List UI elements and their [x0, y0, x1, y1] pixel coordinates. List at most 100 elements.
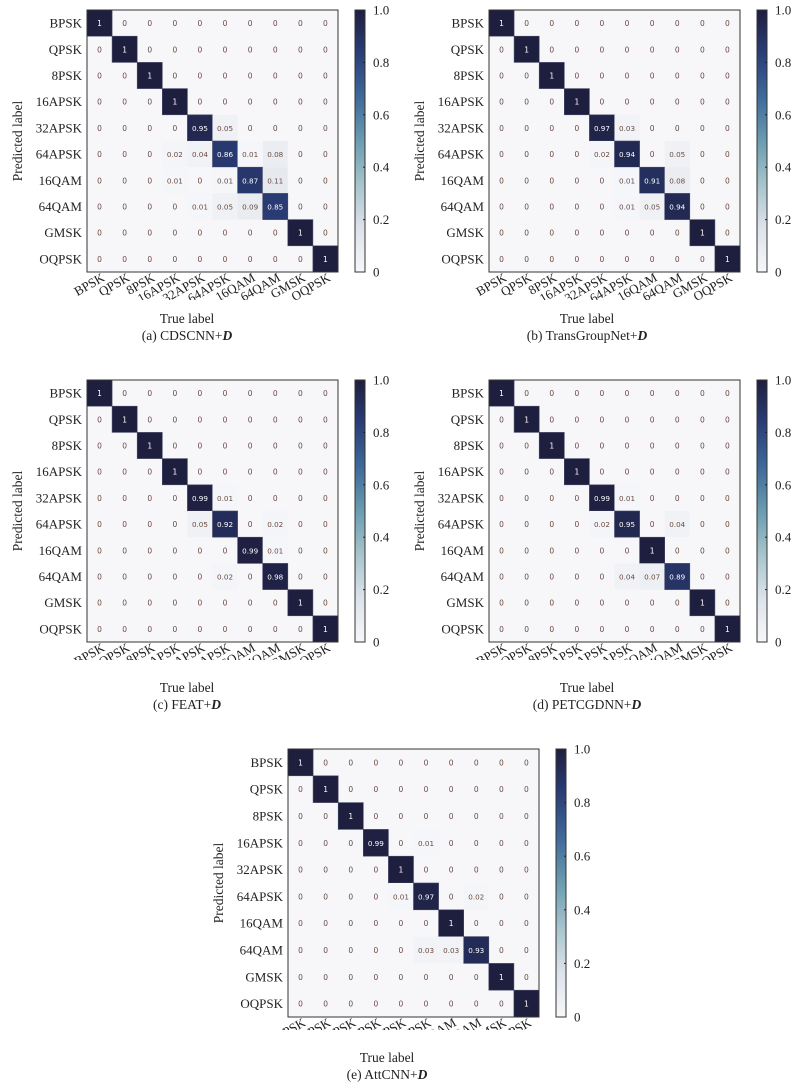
cell-value: 0	[223, 442, 228, 451]
cell-value: 0	[97, 468, 102, 477]
cell-value: 0	[323, 19, 328, 28]
cell-value: 0	[549, 176, 554, 185]
cell-value: 0	[147, 176, 152, 185]
confusion-matrix-e: 1 0 0 0 0 0 0 0 0 0 0 1 0 0 0 0 0 0 0 0 0 0 1 0 0 0 0 0 0 0 0 0 0 0.99 0 0.…	[211, 742, 591, 1031]
cell-value: 0	[373, 758, 378, 767]
cell-value: 0	[675, 124, 680, 133]
cell-QPSK-QPSK	[513, 35, 540, 63]
y-tick-label: 16QAM	[240, 916, 284, 931]
cell-value: 0.05	[669, 150, 685, 159]
y-tick-label: GMSK	[44, 595, 82, 610]
matrix-frame	[86, 379, 339, 643]
cell-value: 0	[323, 203, 328, 212]
cell-value: 0	[549, 124, 554, 133]
y-axis-title: Predicted label	[211, 842, 226, 923]
cell-value: 0	[700, 19, 705, 28]
cell-value: 0	[97, 442, 102, 451]
cell-value: 0	[499, 599, 504, 608]
caption-d-emph: D	[631, 697, 642, 712]
cell-value: 0	[298, 203, 303, 212]
cell-value: 1	[172, 98, 177, 107]
cell-value: 0	[549, 625, 554, 634]
cell-value: 0	[248, 45, 253, 54]
cell-value: 0	[625, 546, 630, 555]
cell-value: 0	[122, 72, 127, 81]
cell-value: 0	[549, 546, 554, 555]
cell-value: 0	[524, 98, 529, 107]
matrix-frame	[86, 9, 339, 273]
cell-value: 0	[198, 98, 203, 107]
cell-value: 0	[549, 520, 554, 529]
cell-value: 0	[172, 599, 177, 608]
cell-value: 0	[650, 229, 655, 238]
cell-value: 0	[323, 72, 328, 81]
cell-value: 0	[650, 520, 655, 529]
cell-value: 0	[248, 468, 253, 477]
cell-value: 0	[600, 389, 605, 398]
cell-value: 0	[399, 946, 404, 955]
cell-value: 0	[198, 229, 203, 238]
cell-value: 0	[223, 98, 228, 107]
cell-value: 0	[298, 124, 303, 133]
cell-value: 0	[348, 866, 353, 875]
cell-value: 0	[725, 176, 730, 185]
cell-value: 0	[524, 758, 529, 767]
cell-value: 0	[600, 98, 605, 107]
cell-value: 0	[549, 573, 554, 582]
cell-value: 0	[122, 442, 127, 451]
y-tick-label: 16APSK	[438, 464, 485, 479]
cell-value: 0	[273, 599, 278, 608]
cell-value: 0.89	[669, 573, 685, 582]
cell-value: 0	[273, 229, 278, 238]
cell-value: 0	[449, 812, 454, 821]
cell-value: 0.92	[217, 520, 233, 529]
cell-value: 0.04	[669, 520, 685, 529]
colorbar-tick-label: 0.6	[373, 107, 390, 122]
cell-value: 0	[223, 468, 228, 477]
cell-value: 0	[700, 468, 705, 477]
cell-value: 0	[298, 919, 303, 928]
cell-value: 0	[122, 389, 127, 398]
cell-value: 0	[97, 124, 102, 133]
cell-32APSK-64APSK	[212, 114, 238, 141]
cell-value: 0	[273, 45, 278, 54]
cell-value: 0	[122, 625, 127, 634]
cell-value: 0	[499, 494, 504, 503]
cell-value: 0	[122, 494, 127, 503]
cell-value: 0	[524, 946, 529, 955]
cell-value: 0	[223, 389, 228, 398]
cell-value: 0	[248, 415, 253, 424]
cell-value: 1	[97, 19, 102, 28]
cell-value: 0	[298, 176, 303, 185]
cell-value: 0	[650, 494, 655, 503]
cell-value: 0	[625, 72, 630, 81]
cell-value: 0	[323, 866, 328, 875]
cell-value: 0.94	[619, 150, 635, 159]
cell-value: 0	[449, 866, 454, 875]
cell-value: 0	[700, 520, 705, 529]
cell-value: 0	[122, 573, 127, 582]
cell-value: 0	[700, 389, 705, 398]
cell-value: 1	[524, 415, 529, 424]
cell-value: 0	[298, 573, 303, 582]
cell-value: 0	[198, 255, 203, 264]
cell-value: 0.08	[267, 150, 283, 159]
colorbar-tick-label: 0.2	[574, 956, 590, 971]
cell-value: 0	[499, 758, 504, 767]
cell-16QAM-64APSK	[614, 167, 640, 194]
cell-BPSK-BPSK	[86, 9, 113, 37]
caption-e: (e) AttCNN+D	[187, 1067, 587, 1083]
cell-value: 0.05	[192, 520, 208, 529]
cell-value: 0	[549, 494, 554, 503]
cell-value: 0	[499, 255, 504, 264]
cell-value: 0	[675, 494, 680, 503]
y-tick-label: 64APSK	[438, 147, 485, 162]
cell-value: 0	[650, 442, 655, 451]
cell-value: 0	[675, 625, 680, 634]
y-tick-label: 8PSK	[454, 68, 485, 83]
cell-value: 0	[524, 150, 529, 159]
cell-value: 0	[549, 19, 554, 28]
cell-value: 0	[273, 625, 278, 634]
cell-value: 0	[499, 892, 504, 901]
cell-value: 1	[122, 415, 127, 424]
